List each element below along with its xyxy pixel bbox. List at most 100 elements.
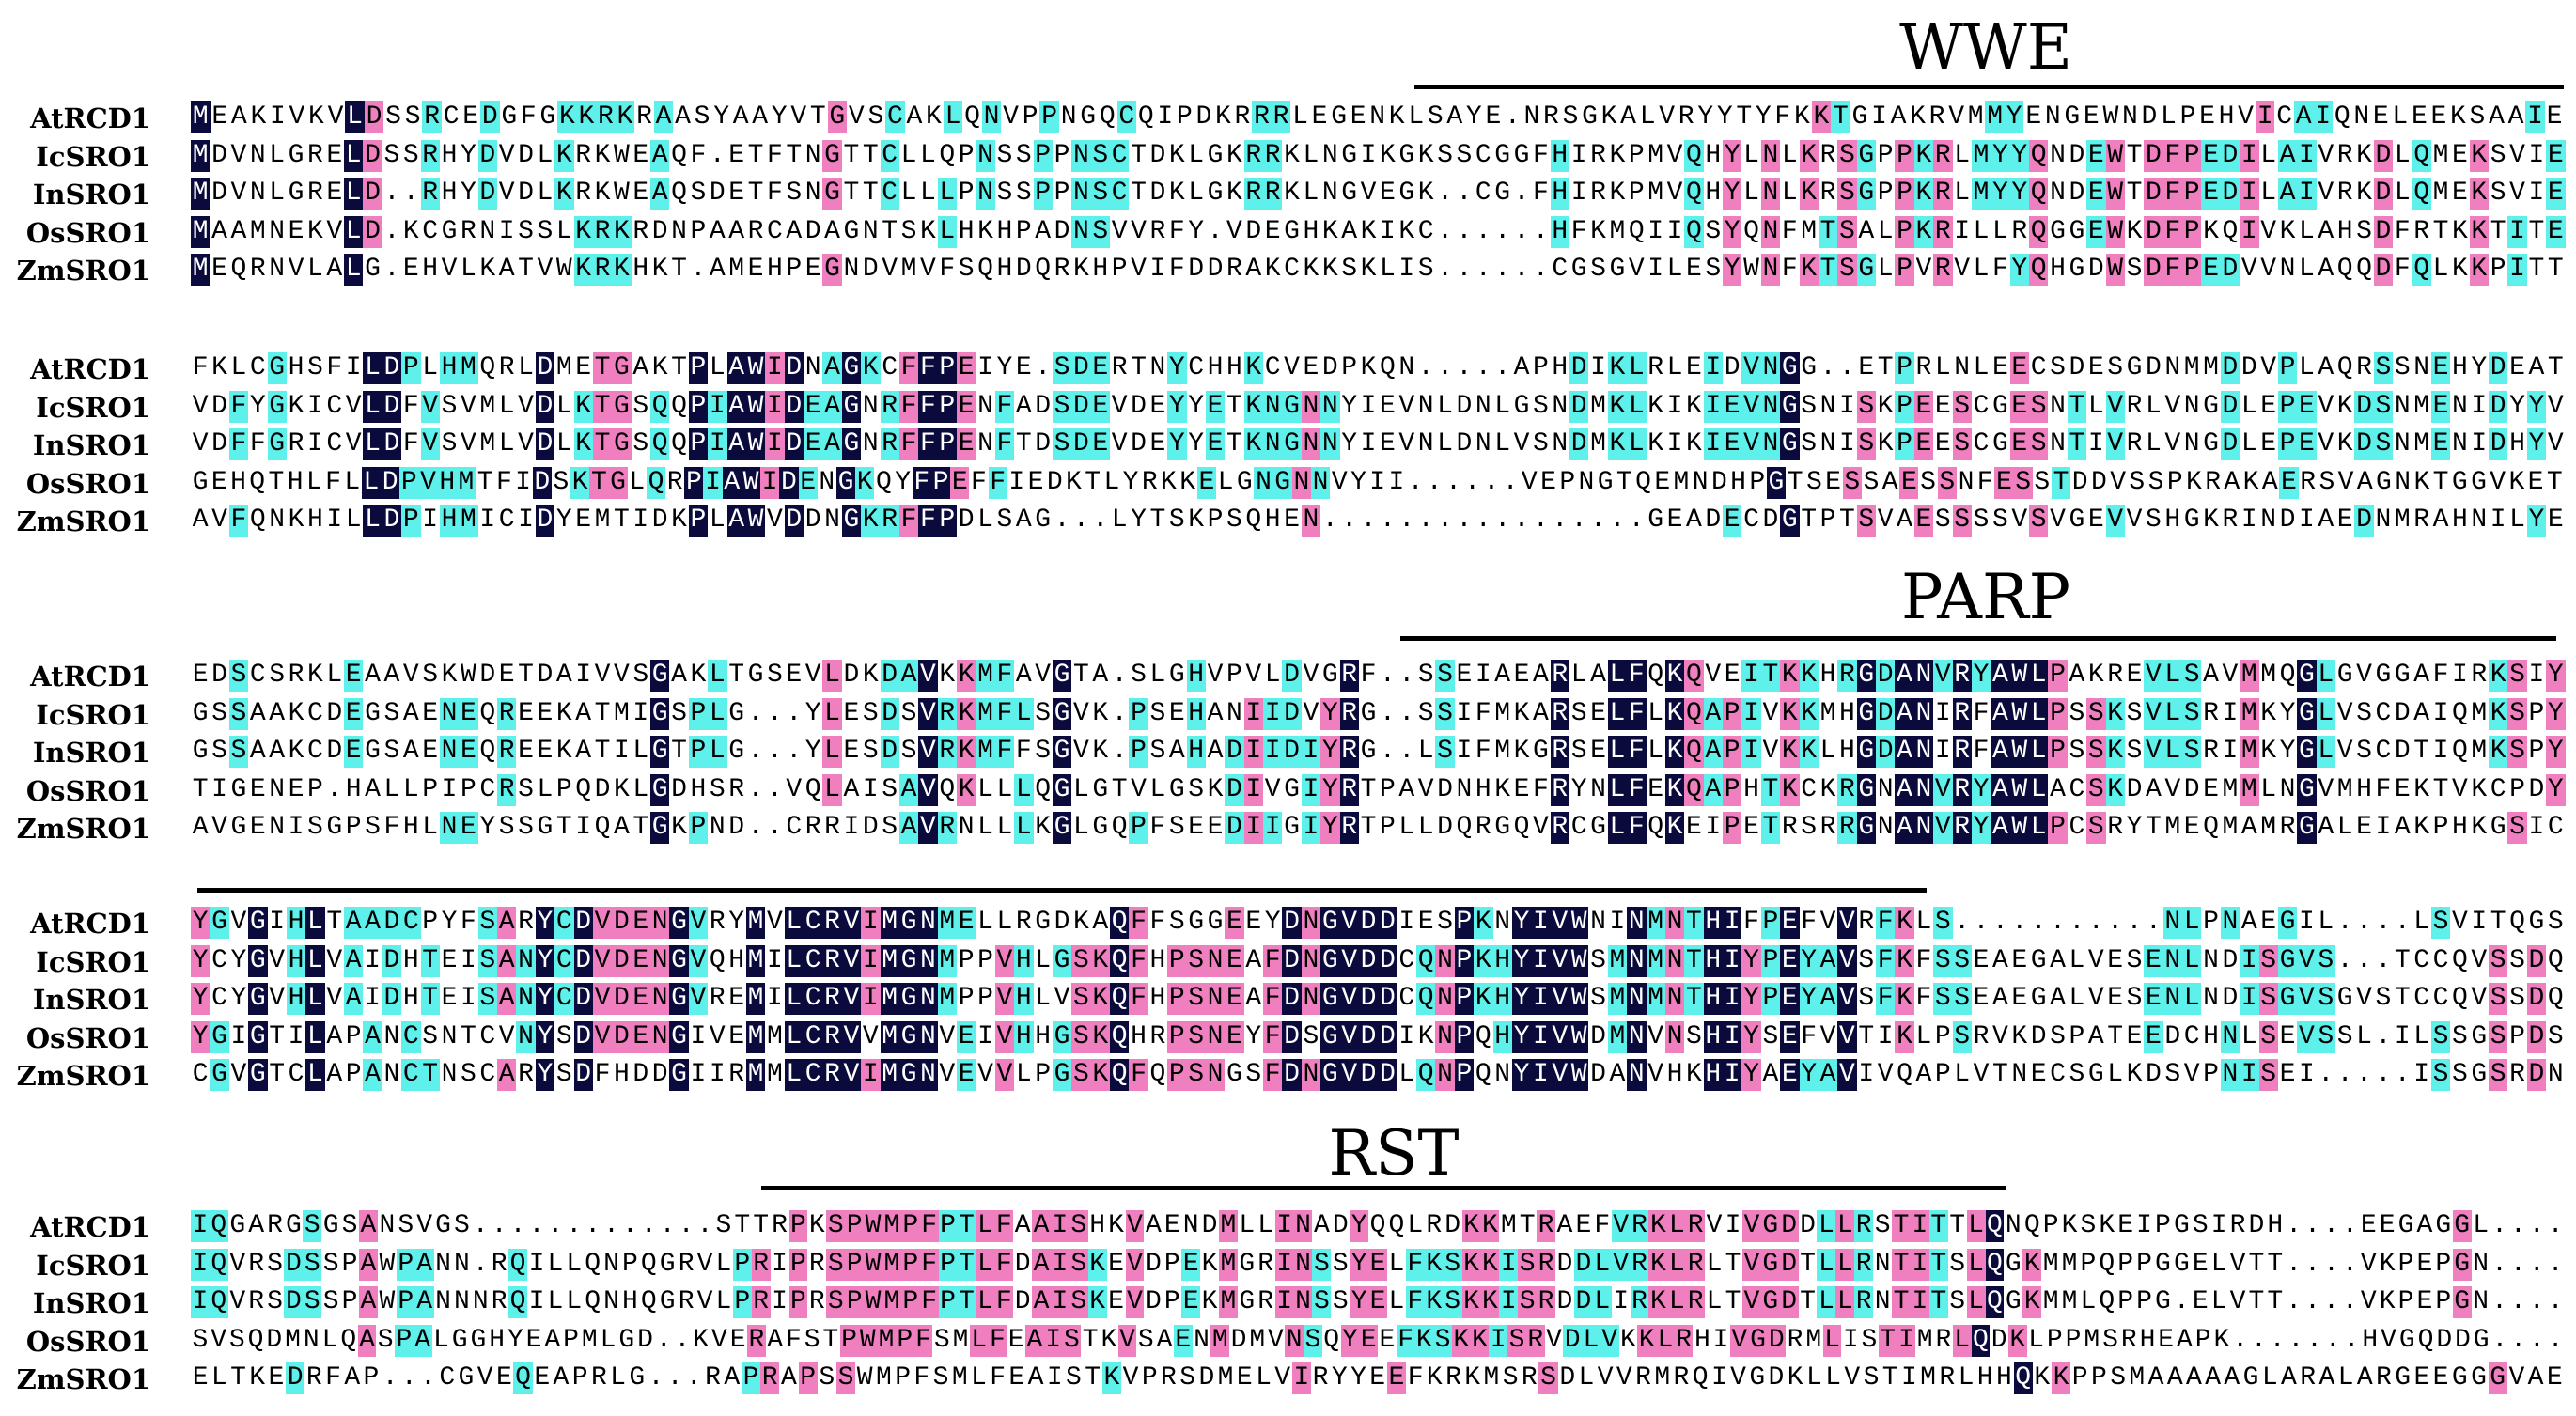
residue: R	[1635, 1363, 1651, 1393]
residue: E	[2086, 215, 2106, 248]
residue: R	[2279, 813, 2296, 842]
residue: T	[1760, 812, 1781, 844]
residue: V	[994, 1020, 1015, 1053]
species-label: InSRO1	[32, 1287, 150, 1319]
residue: R	[1854, 1248, 1874, 1281]
residue: P	[345, 1060, 362, 1089]
residue: I	[843, 813, 860, 842]
residue: L	[2261, 1363, 2278, 1393]
residue: Q	[2334, 102, 2350, 132]
residue: K	[1179, 467, 1196, 497]
residue: A	[414, 1286, 434, 1318]
residue: Y	[1511, 907, 1532, 939]
residue: S	[2258, 1020, 2278, 1053]
residue: L	[1035, 945, 1052, 975]
residue: H	[996, 255, 1013, 284]
residue: D	[843, 661, 860, 690]
residue: I	[1243, 812, 1263, 844]
residue: D	[1456, 429, 1473, 459]
residue: G	[2005, 1287, 2022, 1316]
residue: S	[303, 1286, 322, 1318]
residue: D	[804, 506, 821, 535]
residue: I	[1725, 1211, 1741, 1240]
residue: R	[678, 1287, 695, 1316]
residue: M	[2413, 429, 2430, 459]
residue: M	[976, 660, 995, 692]
residue: T	[2546, 467, 2563, 497]
residue: D	[535, 390, 555, 423]
residue: L	[1966, 1210, 1986, 1242]
residue: P	[2117, 1249, 2134, 1279]
residue: S	[1186, 983, 1206, 1015]
residue: P	[2091, 1363, 2107, 1393]
residue: P	[732, 1248, 752, 1281]
residue: A	[1207, 737, 1224, 766]
residue: D	[1876, 736, 1896, 768]
residue: I	[1647, 216, 1664, 246]
residue: E	[2126, 1021, 2143, 1051]
residue: Y	[713, 102, 730, 132]
residue: S	[1035, 737, 1052, 766]
residue: .	[1483, 467, 1500, 497]
residue: .	[1398, 737, 1415, 766]
residue: I	[1531, 907, 1551, 939]
residue: .	[491, 1211, 507, 1240]
residue: I	[861, 944, 881, 977]
residue: P	[1129, 736, 1148, 768]
residue: M	[877, 1324, 896, 1357]
residue: C	[1110, 139, 1130, 172]
residue: I	[1900, 1363, 1917, 1393]
residue: T	[1085, 467, 1101, 497]
residue: K	[957, 697, 976, 730]
residue: L	[1819, 737, 1836, 766]
residue: Y	[441, 908, 458, 937]
residue: L	[1825, 1363, 1841, 1393]
residue: H	[2050, 255, 2066, 284]
residue: R	[1952, 773, 1972, 806]
residue: P	[958, 984, 975, 1013]
residue: .	[1533, 255, 1549, 284]
residue: .	[622, 1211, 638, 1240]
residue: P	[2203, 1060, 2219, 1089]
residue: G	[1780, 505, 1800, 537]
residue: S	[1437, 908, 1453, 937]
residue: E	[211, 102, 228, 132]
residue: .	[1973, 908, 1990, 937]
residue: Q	[1110, 944, 1130, 977]
residue: F	[325, 467, 341, 497]
residue: L	[2260, 140, 2277, 170]
residue: A	[1245, 945, 1262, 975]
residue: K	[2126, 1060, 2143, 1089]
residue: L	[1592, 1248, 1612, 1281]
residue: H	[1550, 178, 1569, 210]
residue: G	[1590, 813, 1606, 842]
residue: P	[741, 1362, 761, 1394]
residue: Y	[1991, 139, 2010, 172]
residue: A	[1015, 506, 1032, 535]
residue: .	[2547, 1211, 2564, 1240]
residue: E	[2107, 984, 2124, 1013]
residue: E	[1264, 216, 1281, 246]
residue: L	[498, 429, 515, 459]
residue: S	[1856, 428, 1876, 460]
residue: G	[365, 255, 381, 284]
residue: V	[1837, 983, 1857, 1015]
residue: Q	[209, 1248, 228, 1281]
residue: N	[1627, 1020, 1647, 1053]
residue: D	[632, 1060, 649, 1089]
residue: C	[2030, 353, 2047, 382]
residue: C	[401, 1059, 421, 1091]
residue: D	[1456, 391, 1473, 421]
residue: D	[1282, 736, 1302, 768]
residue: D	[1245, 216, 1262, 246]
residue: Y	[1511, 1059, 1532, 1091]
residue: Y	[535, 907, 555, 939]
residue: K	[2356, 140, 2372, 170]
residue: G	[612, 352, 632, 384]
residue: P	[977, 984, 993, 1013]
residue: V	[1111, 216, 1128, 246]
residue: .	[1417, 353, 1434, 382]
residue: T	[420, 944, 440, 977]
residue: C	[554, 983, 574, 1015]
